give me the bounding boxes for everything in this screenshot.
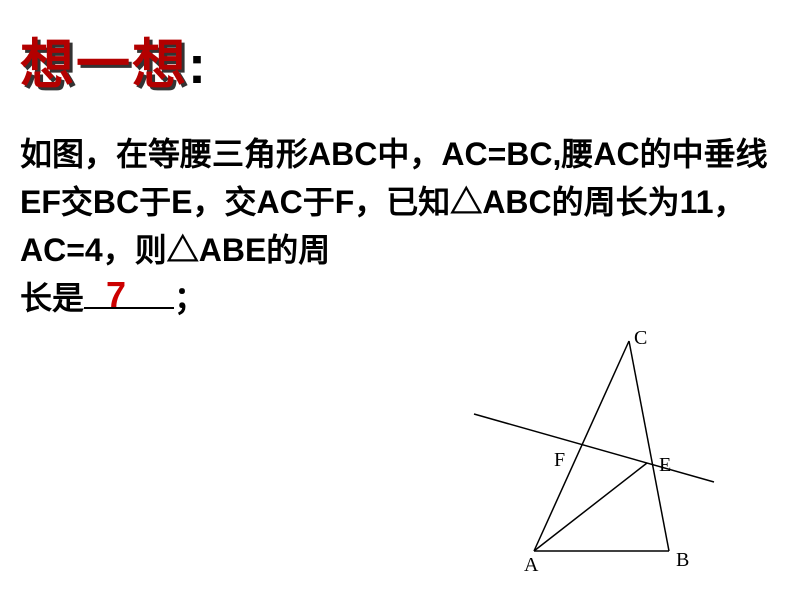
t: BC bbox=[93, 184, 139, 220]
t: ，交 bbox=[192, 184, 256, 220]
t: EF bbox=[20, 184, 61, 220]
t: E bbox=[171, 184, 192, 220]
figure-svg: A B C E F bbox=[454, 326, 734, 576]
t: 如图，在等腰三角形 bbox=[20, 136, 308, 172]
blank-line bbox=[84, 277, 174, 309]
answer: 7 bbox=[106, 268, 126, 322]
svg-text:B: B bbox=[676, 549, 689, 571]
t: ，则△ bbox=[103, 232, 199, 268]
title: 想一想 想一想: bbox=[20, 20, 206, 99]
t: AC=4 bbox=[20, 232, 103, 268]
svg-text:C: C bbox=[634, 327, 647, 349]
t: 的周 bbox=[266, 232, 330, 268]
problem-text: 如图，在等腰三角形ABC中，AC=BC,腰AC的中垂线EF交BC于E，交AC于F… bbox=[20, 130, 784, 322]
title-colon: : bbox=[188, 35, 206, 95]
t: 11 bbox=[680, 184, 714, 220]
svg-text:F: F bbox=[554, 449, 565, 471]
t: ABE bbox=[199, 232, 267, 268]
title-text: 想一想 bbox=[20, 35, 188, 95]
t: △ bbox=[450, 184, 482, 220]
t: 于 bbox=[303, 184, 335, 220]
blank: 7 bbox=[84, 274, 174, 322]
t: F bbox=[335, 184, 355, 220]
t: 长是 bbox=[20, 280, 84, 316]
t: ， bbox=[713, 184, 745, 220]
t: AC bbox=[257, 184, 303, 220]
t: 腰 bbox=[561, 136, 593, 172]
svg-text:E: E bbox=[659, 454, 671, 476]
t: 的中垂线 bbox=[640, 136, 768, 172]
t: ； bbox=[174, 280, 206, 316]
t: 中， bbox=[377, 136, 441, 172]
triangle-figure: A B C E F bbox=[454, 326, 734, 576]
t: 的周长为 bbox=[552, 184, 680, 220]
svg-text:A: A bbox=[524, 554, 539, 576]
t: 交 bbox=[61, 184, 93, 220]
t: ABC bbox=[308, 136, 377, 172]
t: AC bbox=[593, 136, 639, 172]
t: AC=BC, bbox=[441, 136, 561, 172]
t: ，已知 bbox=[354, 184, 450, 220]
t: 于 bbox=[139, 184, 171, 220]
t: ABC bbox=[482, 184, 551, 220]
